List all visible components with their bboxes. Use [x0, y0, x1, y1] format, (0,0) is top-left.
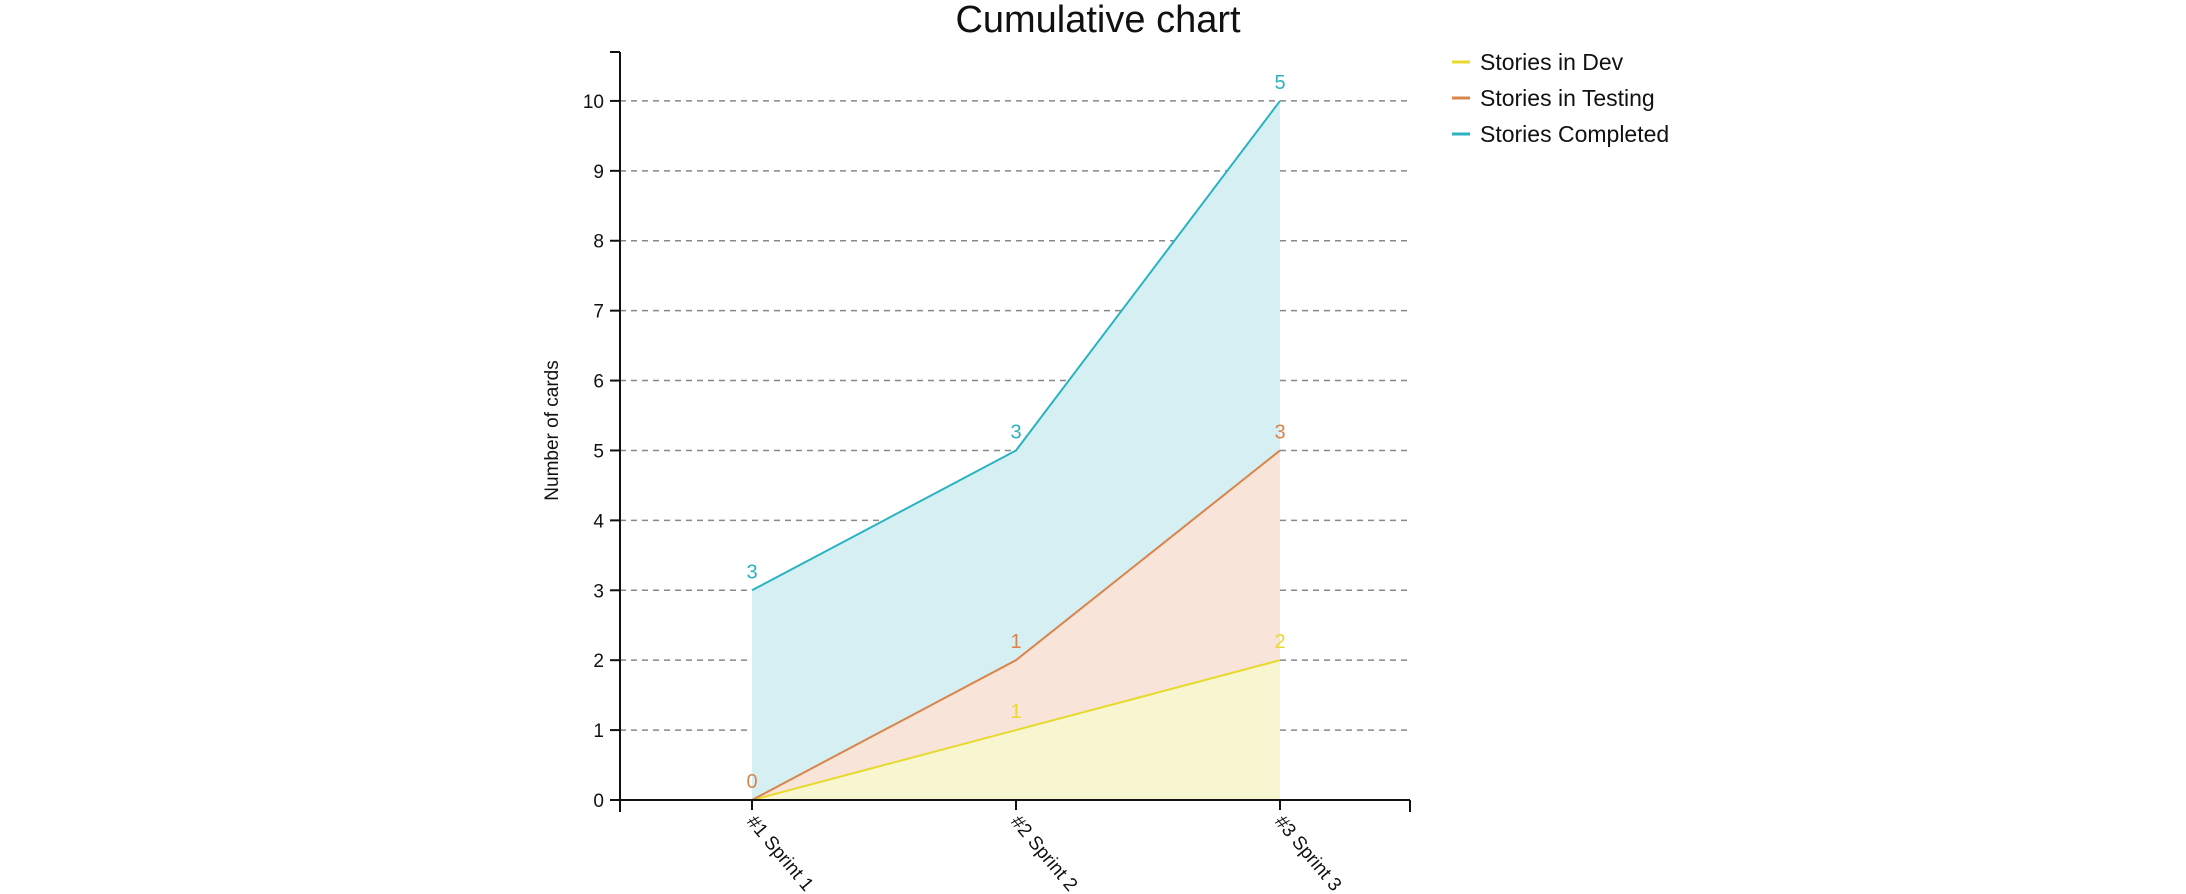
y-tick-label: 7	[593, 302, 604, 323]
y-tick-label: 0	[593, 791, 604, 812]
legend-label: Stories in Testing	[1480, 85, 1655, 111]
chart-title: Cumulative chart	[955, 0, 1241, 41]
data-label: 5	[1274, 72, 1285, 94]
y-tick-label: 2	[593, 651, 604, 672]
legend-label: Stories Completed	[1480, 121, 1669, 147]
data-label: 2	[1274, 631, 1285, 653]
data-label: 3	[1010, 421, 1021, 443]
x-tick-label: #3 Sprint 3	[1270, 812, 1345, 894]
y-tick-label: 5	[593, 441, 604, 462]
line-stories-in-dev	[751, 659, 1281, 801]
legend-label: Stories in Dev	[1480, 49, 1624, 75]
x-tick-label: #2 Sprint 2	[1006, 812, 1081, 894]
y-tick-label: 3	[593, 581, 604, 602]
data-label: 1	[1010, 631, 1021, 653]
y-tick-label: 1	[593, 721, 604, 742]
y-tick-label: 9	[593, 162, 604, 183]
data-label: 3	[1274, 421, 1285, 443]
line-stories-in-testing	[751, 449, 1281, 801]
y-tick-label: 6	[593, 372, 604, 393]
data-label: 0	[746, 771, 757, 793]
line-stories-completed	[751, 100, 1281, 592]
y-tick-label: 4	[593, 511, 604, 532]
y-tick-label: 10	[583, 92, 604, 113]
legend: Stories in Dev Stories in Testing Stories …	[1452, 49, 1669, 147]
data-labels: 1 2 0 1 3 3 3 5	[746, 72, 1285, 793]
data-label: 1	[1010, 701, 1021, 723]
x-tick-label: #1 Sprint 1	[742, 812, 817, 894]
series-lines	[751, 100, 1281, 801]
data-label: 3	[746, 561, 757, 583]
y-axis-label: Number of cards	[542, 360, 563, 500]
y-tick-label: 8	[593, 232, 604, 253]
